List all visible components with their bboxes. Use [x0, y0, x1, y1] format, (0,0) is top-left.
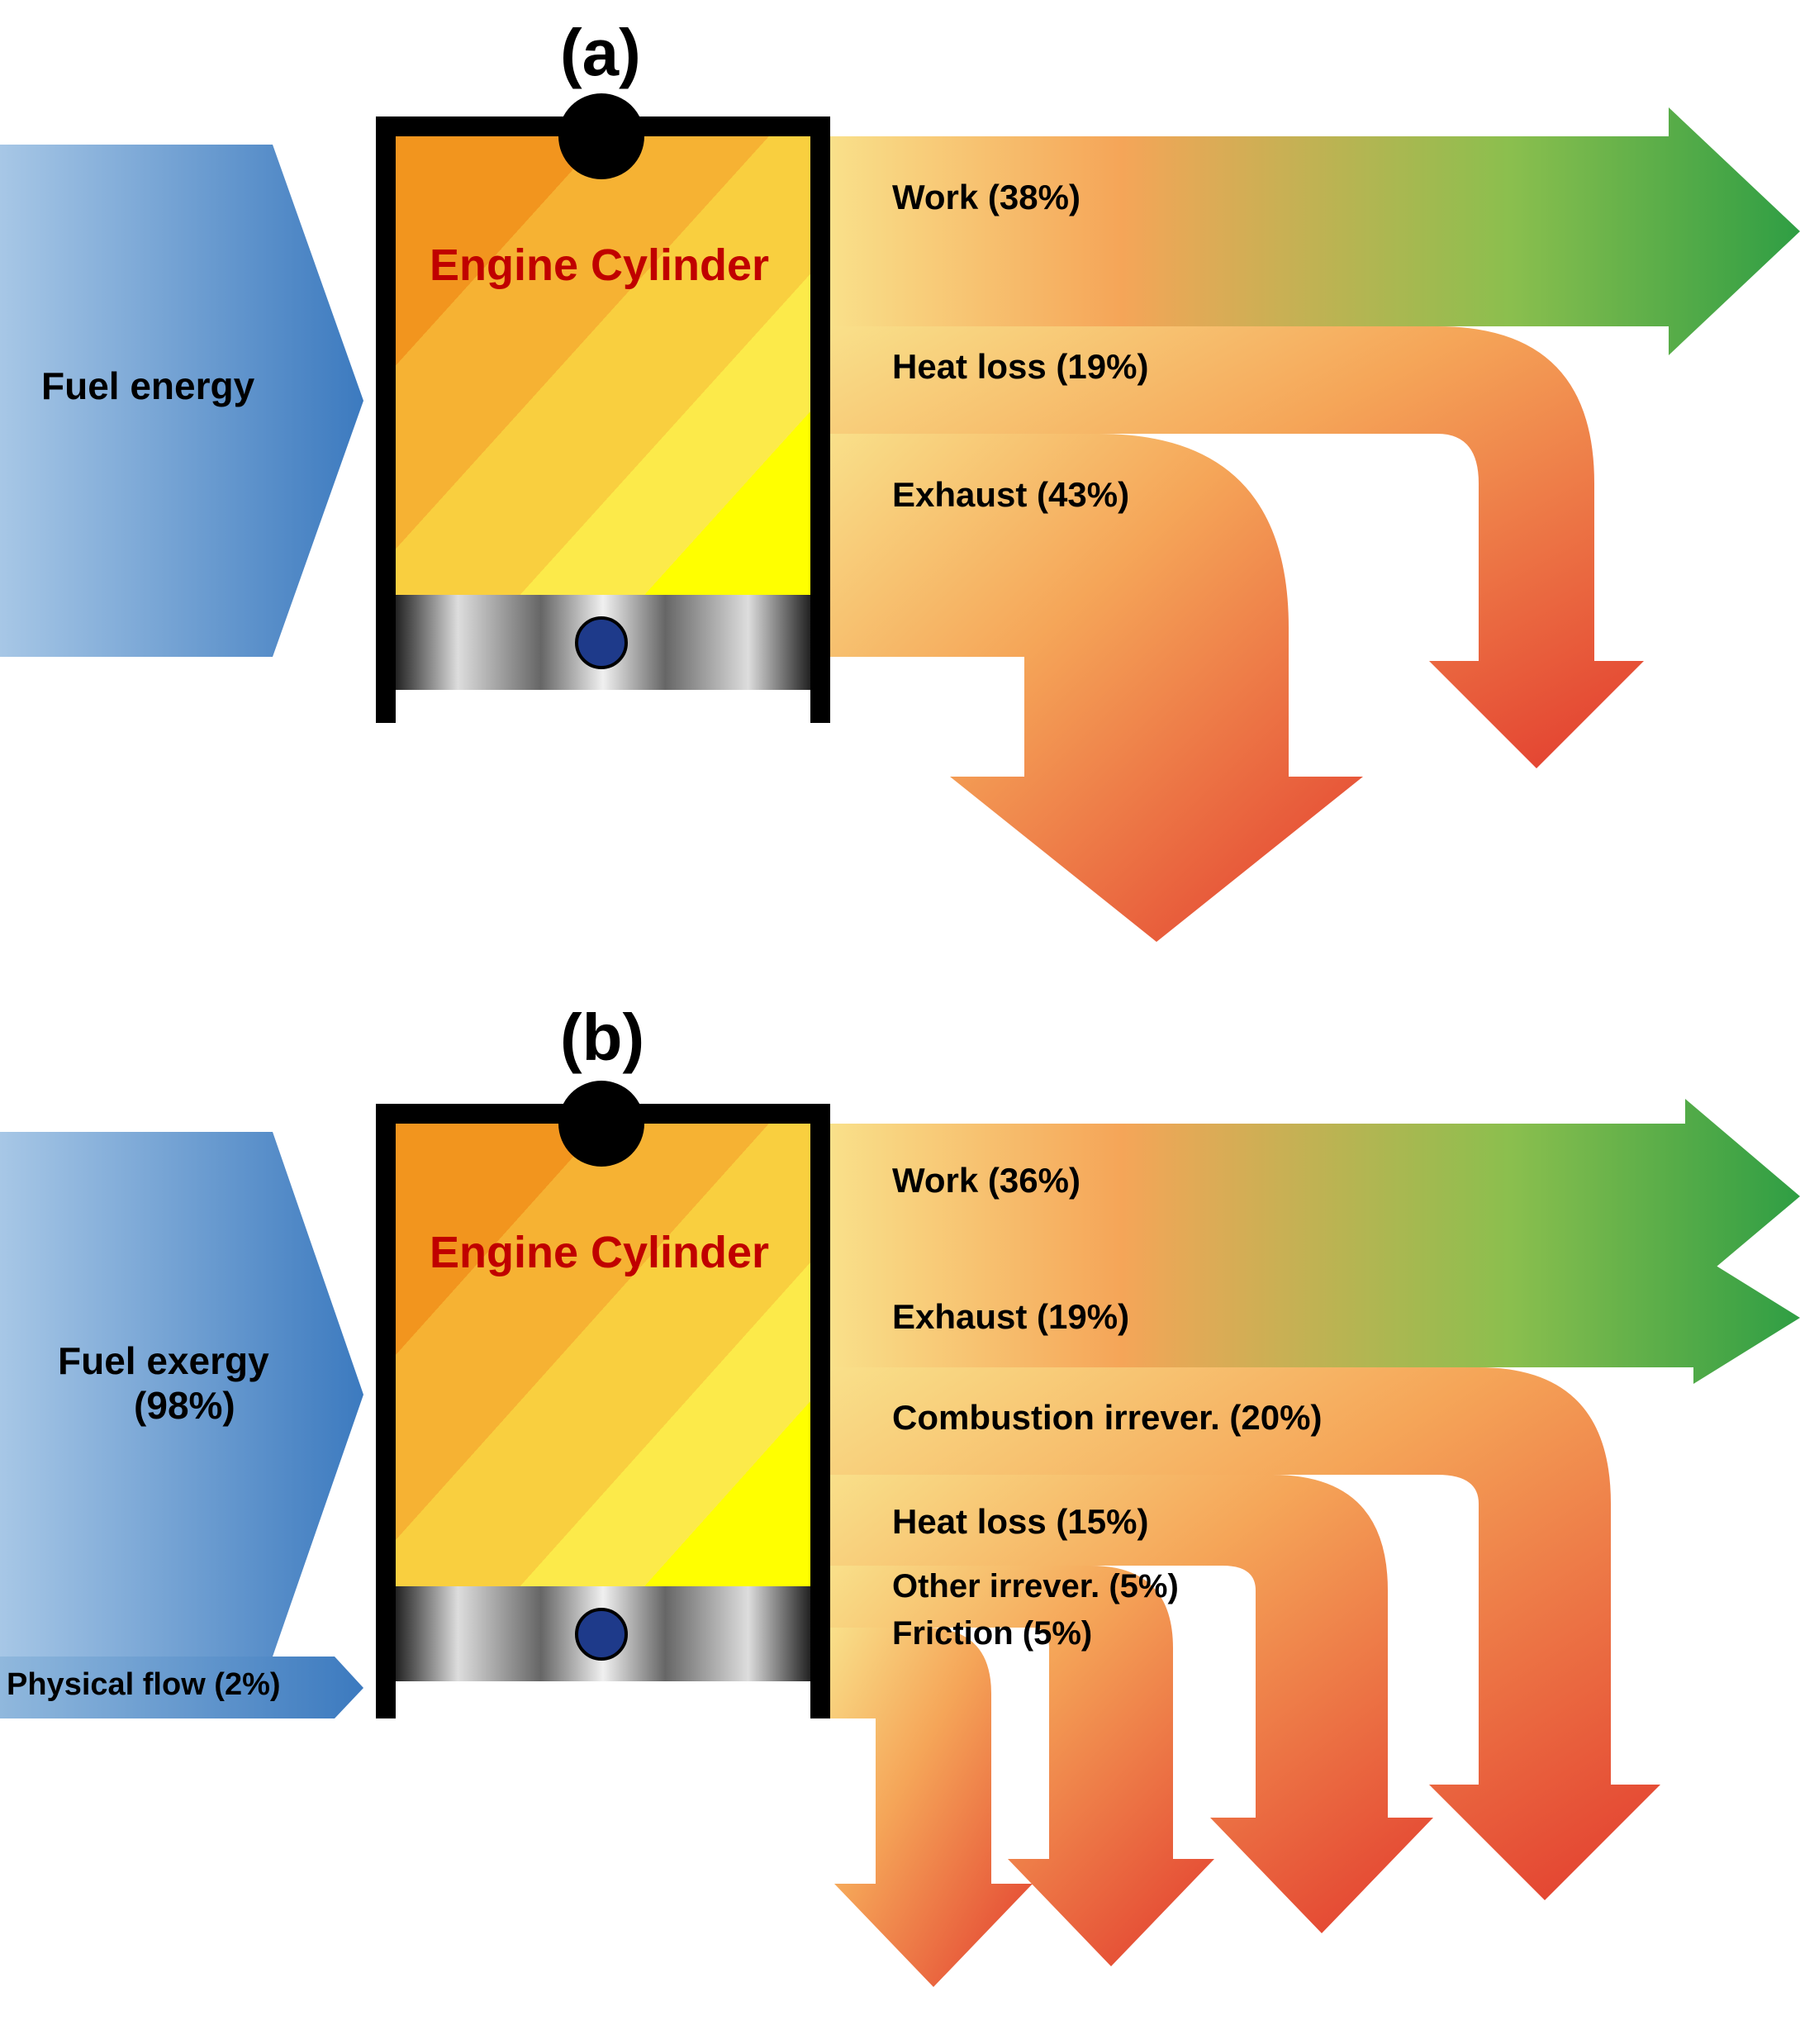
output-a-exhaust-label: Exhaust (43%) — [892, 475, 1129, 515]
cylinder-b-label: Engine Cylinder — [430, 1227, 769, 1278]
panel-a-label: (a) — [560, 15, 641, 91]
output-b-friction-label: Friction (5%) — [892, 1615, 1092, 1652]
output-b-heat-loss-label: Heat loss (15%) — [892, 1502, 1148, 1542]
output-b-friction — [830, 1628, 1033, 1987]
cylinder-a-label: Engine Cylinder — [430, 240, 769, 291]
engine-cylinder-a — [376, 93, 830, 723]
engine-cylinder-b — [376, 1081, 830, 1718]
input-physical-flow-label: Physical flow (2%) — [7, 1667, 281, 1703]
output-b-work-label: Work (36%) — [892, 1161, 1080, 1200]
panel-b-label: (b) — [560, 1000, 644, 1076]
diagram-canvas: (a) (b) Engine Cylinder Engine Cylinder … — [0, 0, 1800, 2044]
output-a-work-label: Work (38%) — [892, 178, 1080, 217]
output-b-other-label: Other irrever. (5%) — [892, 1568, 1179, 1605]
output-b-combustion-label: Combustion irrever. (20%) — [892, 1398, 1322, 1438]
diagram-svg — [0, 0, 1800, 2044]
input-fuel-exergy-label: Fuel exergy (98%) — [58, 1338, 269, 1428]
output-b-exhaust-label: Exhaust (19%) — [892, 1297, 1129, 1337]
output-a-heat-loss-label: Heat loss (19%) — [892, 347, 1148, 387]
input-fuel-energy-label: Fuel energy — [41, 364, 254, 408]
output-a-work — [830, 107, 1800, 355]
